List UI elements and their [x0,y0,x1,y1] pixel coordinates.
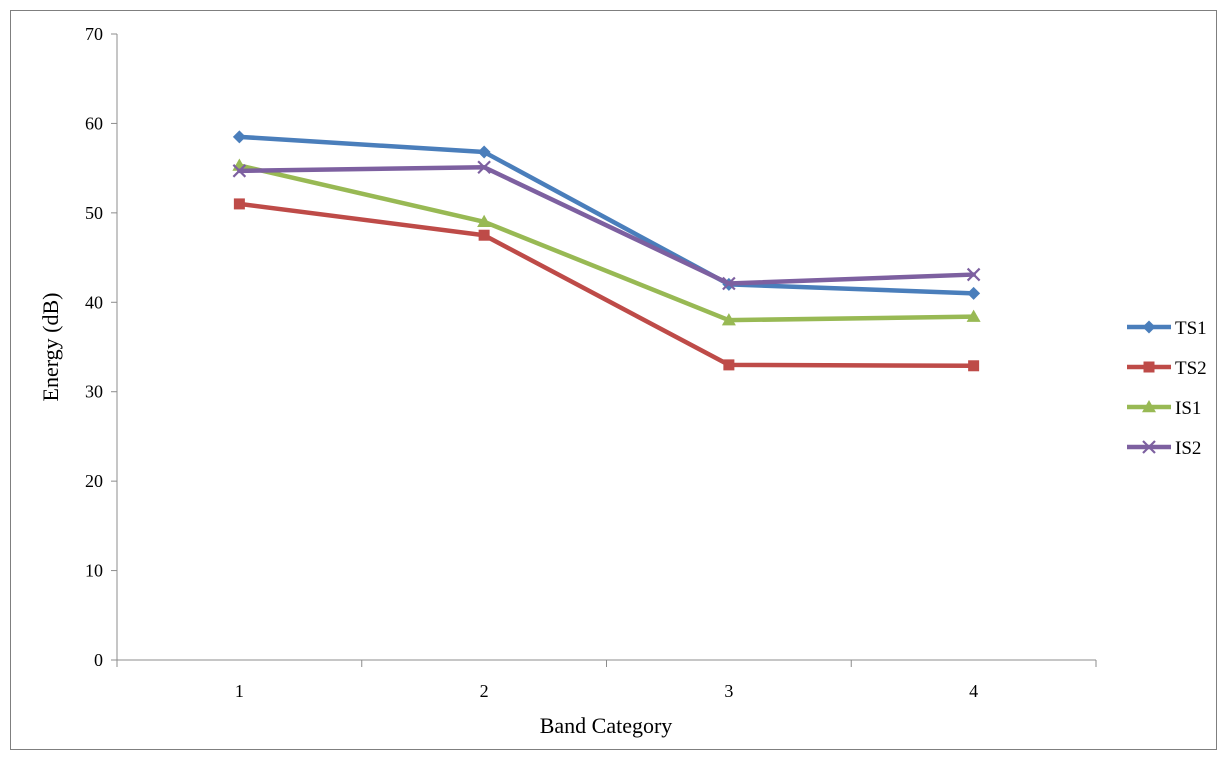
data-point-ts2 [478,229,490,241]
legend-marker [1142,320,1156,334]
y-tick-label: 40 [85,292,103,312]
y-tick-label: 20 [85,471,103,491]
legend-label: TS1 [1175,318,1207,339]
y-tick-label: 50 [85,203,103,223]
legend: TS1 TS2 IS1 IS2 [1127,318,1207,459]
data-point-is2 [722,276,736,291]
data-point-is2 [477,160,491,175]
y-tick-label: 70 [85,24,103,44]
legend-marker [1142,440,1156,454]
legend-marker [1142,400,1156,413]
data-point-ts2 [723,359,735,371]
series-line-ts2 [237,201,976,369]
legend-label: TS2 [1175,358,1207,379]
series-group [232,130,981,372]
x-tick-label: 2 [480,681,489,701]
legend-item-is2: IS2 [1127,438,1201,459]
series-is2 [232,160,981,291]
data-point-is1 [721,313,736,326]
data-point-is1 [477,214,492,228]
chart-frame [10,10,1217,750]
data-point-ts1 [232,130,246,144]
series-ts2 [233,198,980,372]
series-line-is1 [237,163,976,323]
y-tick-label: 10 [85,561,103,581]
y-axis-title: Energy (dB) [38,293,63,402]
legend-label: IS2 [1175,438,1201,459]
data-point-ts2 [968,360,980,372]
y-tick-label: 30 [85,382,103,402]
axes: 0 10 20 30 40 50 60 70 1 2 3 4 [85,24,1097,701]
data-point-ts1 [477,145,491,159]
legend-item-is1: IS1 [1127,398,1201,419]
x-tick-label: 1 [235,681,244,701]
data-point-ts1 [967,286,981,300]
series-line-ts1 [237,134,976,296]
legend-label: IS1 [1175,398,1201,419]
data-point-is2 [966,267,981,282]
legend-marker [1143,361,1155,373]
data-point-is1 [966,309,981,322]
series-ts1 [232,130,981,300]
legend-item-ts2: TS2 [1127,358,1207,379]
data-point-ts2 [233,198,245,210]
x-tick-label: 4 [969,681,978,701]
x-axis-title: Band Category [540,713,673,738]
legend-item-ts1: TS1 [1127,318,1207,339]
series-is1 [232,158,981,326]
data-point-is2 [232,164,247,178]
y-tick-label: 0 [94,650,103,670]
x-tick-label: 3 [724,681,733,701]
y-tick-label: 60 [85,113,103,133]
series-line-is2 [237,164,976,286]
